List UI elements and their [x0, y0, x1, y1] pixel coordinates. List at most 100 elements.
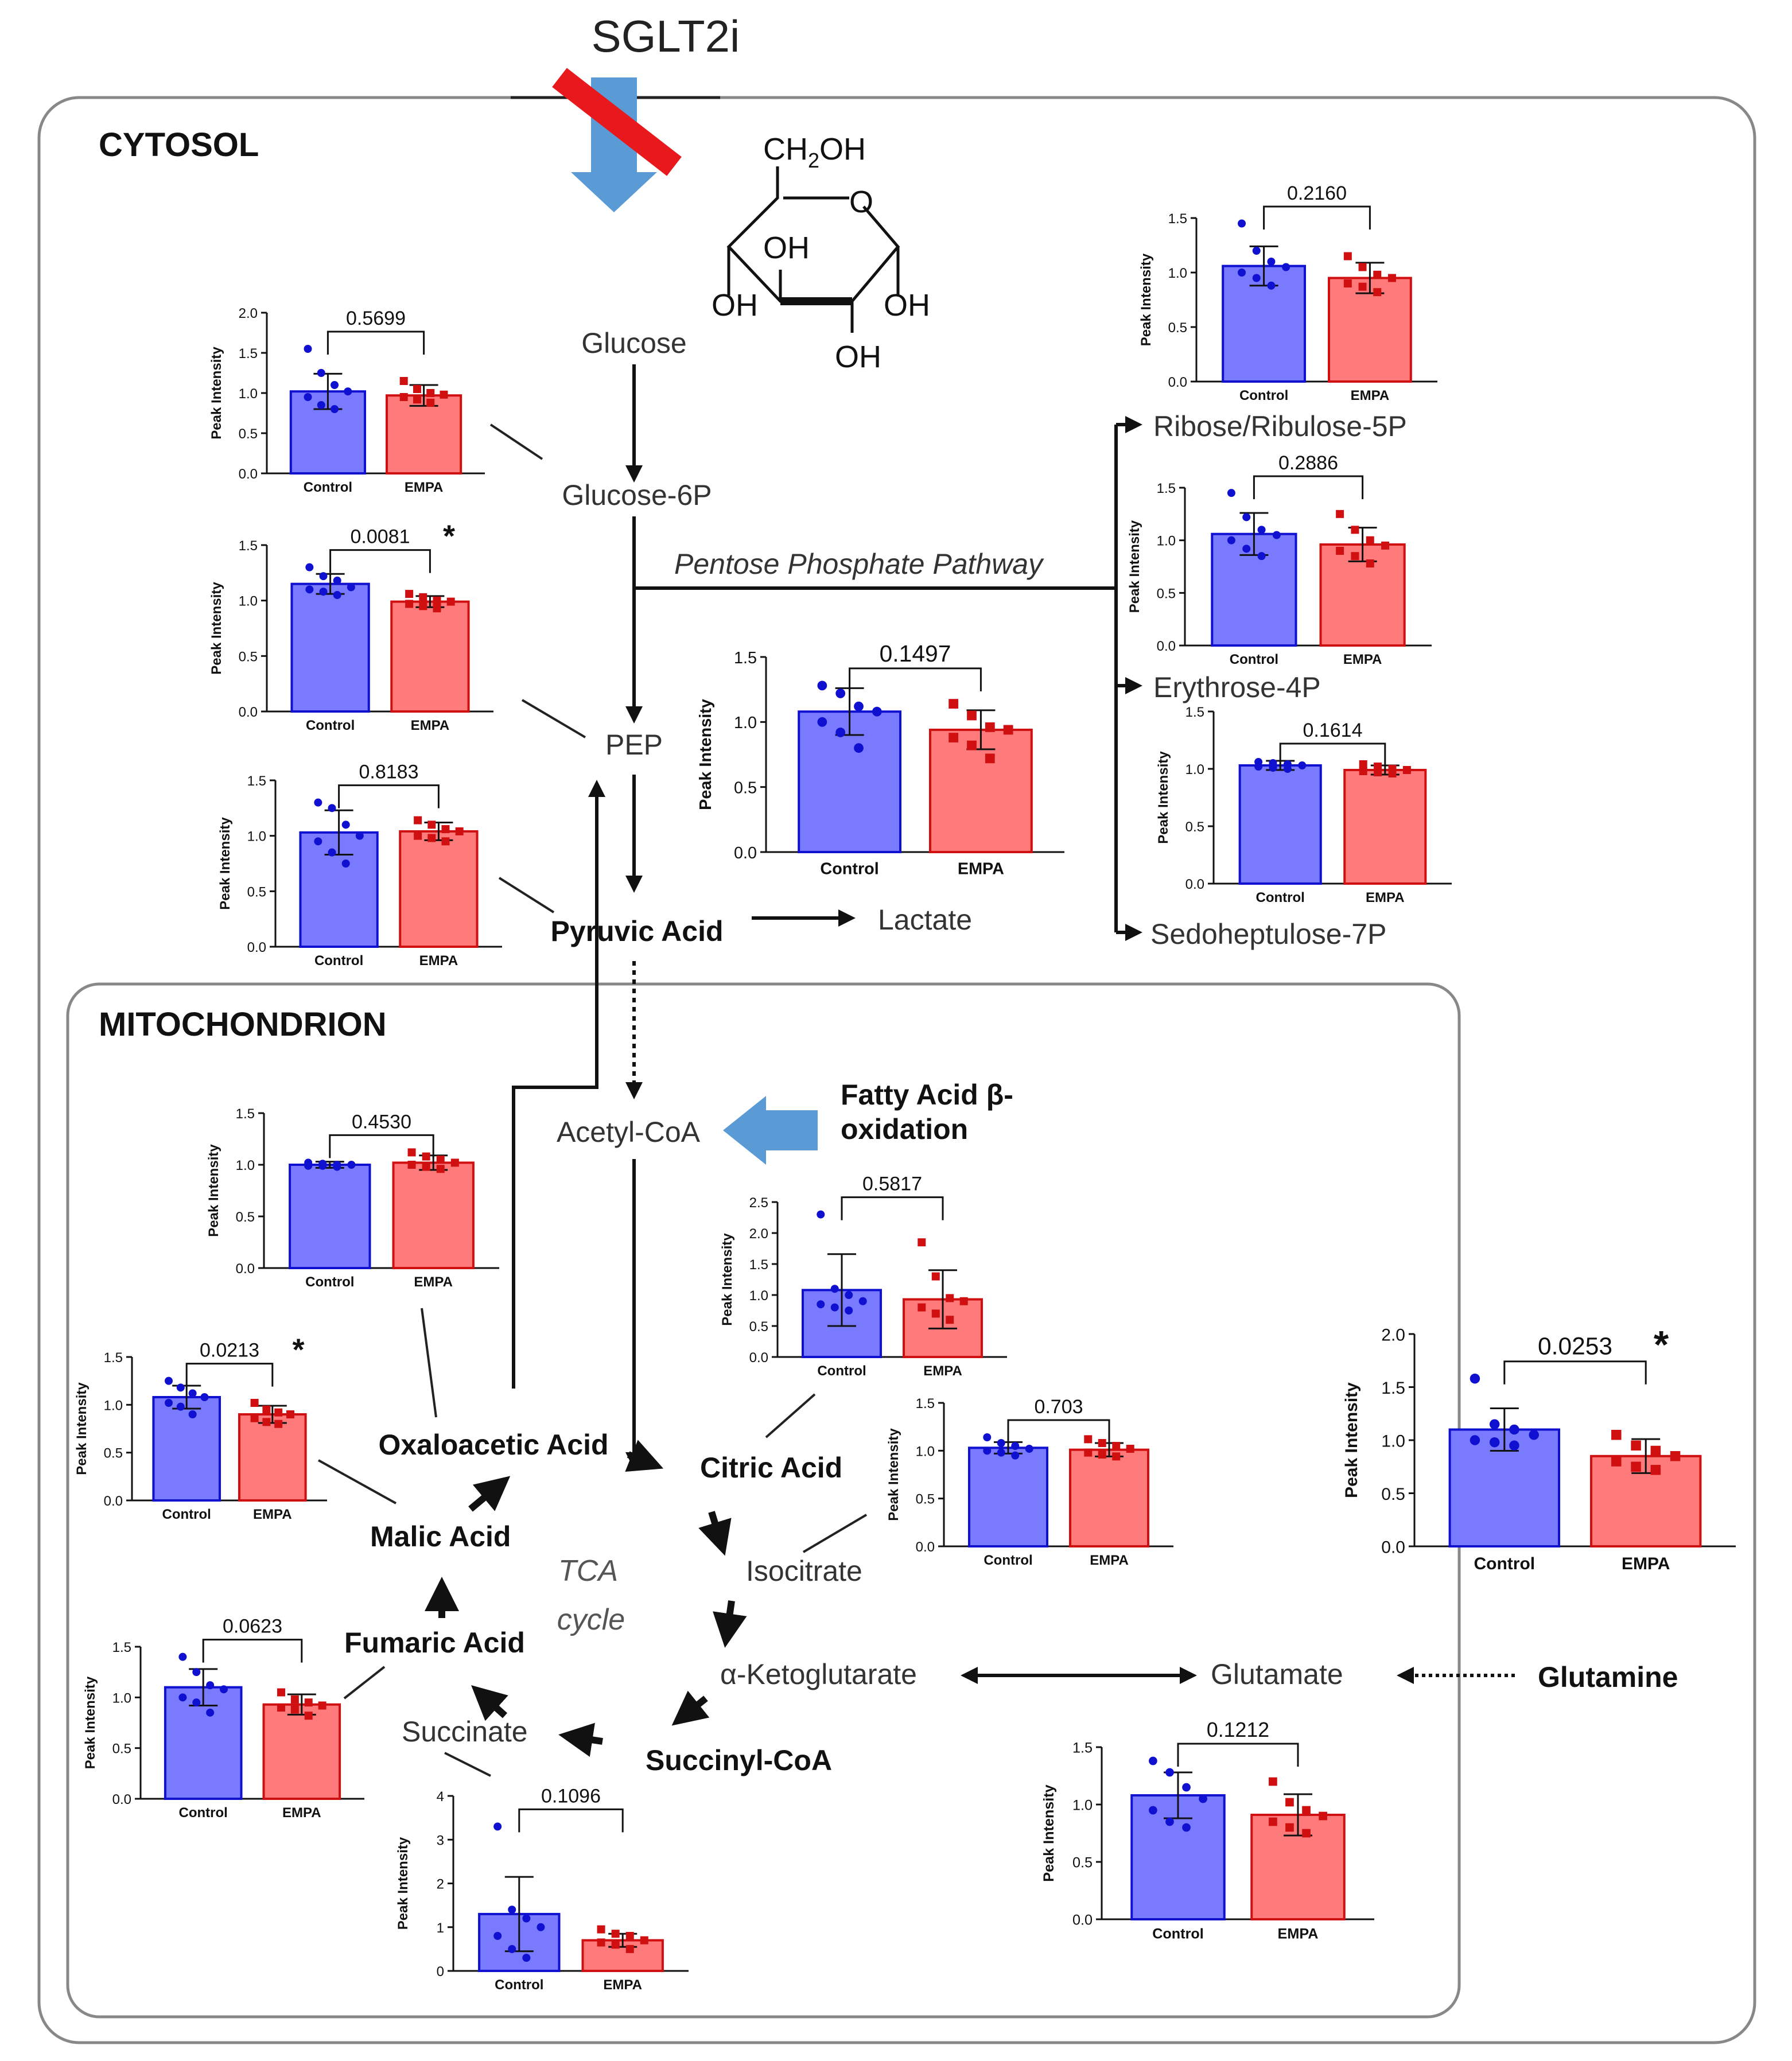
tca-label-2: cycle: [557, 1603, 625, 1636]
bar-chart-succinate: 0 1 2 3 4 Peak Intensity Control EMPA 0.1096: [395, 1785, 689, 1993]
data-point: [314, 837, 322, 846]
data-point: [206, 1708, 215, 1717]
category-label: Control: [1230, 652, 1278, 667]
p-value: 0.0623: [223, 1616, 282, 1638]
metabolite-fatty-1: Fatty Acid β-: [841, 1079, 1013, 1111]
p-value: 0.0081: [351, 526, 410, 548]
data-point: [405, 590, 414, 598]
y-tick-label: 0.5: [239, 649, 258, 664]
bar-chart-pep: 0.0 0.5 1.0 1.5 Peak Intensity Control EMPA 0.0…: [209, 519, 493, 733]
y-tick-label: 1.0: [236, 1158, 255, 1173]
y-tick-label: 1.0: [112, 1690, 131, 1706]
data-point: [178, 1652, 187, 1661]
p-bracket: [1007, 1419, 1110, 1443]
data-point: [1242, 513, 1251, 522]
data-point: [341, 860, 350, 868]
category-label: EMPA: [414, 1274, 453, 1290]
data-point: [1165, 1768, 1174, 1777]
oh-bottom: OH: [835, 340, 881, 374]
data-point: [419, 602, 427, 610]
data-point: [1470, 1373, 1480, 1384]
y-tick-label: 0.0: [916, 1539, 935, 1555]
y-tick-label: 1.0: [734, 714, 757, 732]
category-label: EMPA: [1366, 890, 1405, 905]
bar-chart-r5p: 0.0 0.5 1.0 1.5 Peak Intensity Control EMPA 0.2…: [1138, 182, 1437, 403]
p-bracket: [338, 784, 440, 808]
bar-empa: [1343, 769, 1427, 885]
metabolite-r5p: Ribose/Ribulose-5P: [1153, 410, 1407, 442]
metabolite-malic: Malic Acid: [370, 1521, 511, 1553]
data-point: [1387, 274, 1396, 282]
p-value: 0.2160: [1287, 182, 1347, 204]
data-point: [1359, 760, 1367, 768]
p-bracket: [185, 1363, 274, 1387]
data-point: [317, 401, 325, 409]
data-point: [1267, 281, 1276, 290]
metabolite-s7p: Sedoheptulose-7P: [1150, 918, 1386, 950]
data-point: [1650, 1465, 1661, 1475]
sglt2i-label: SGLT2i: [592, 11, 740, 61]
data-point: [1165, 1817, 1174, 1826]
y-tick-label: 0.5: [1157, 586, 1176, 601]
y-tick-label: 2.0: [239, 306, 258, 321]
data-point: [1470, 1435, 1480, 1445]
y-tick-label: 1.0: [1185, 762, 1204, 777]
metabolite-fatty-2: oxidation: [841, 1113, 968, 1145]
y-tick-label: 1.0: [247, 829, 266, 845]
data-point: [333, 591, 341, 599]
data-point: [317, 369, 325, 377]
data-point: [817, 680, 827, 691]
data-point: [422, 1152, 430, 1161]
y-axis-label: Peak Intensity: [395, 1837, 411, 1930]
data-point: [455, 827, 464, 835]
metabolite-pep: PEP: [605, 729, 663, 761]
data-point: [1011, 1442, 1020, 1450]
data-point: [1254, 763, 1263, 771]
data-point: [1402, 766, 1411, 774]
data-point: [1358, 282, 1367, 291]
y-tick-label: 1.5: [239, 538, 258, 554]
data-point: [331, 381, 339, 389]
data-point: [318, 1161, 327, 1170]
data-point: [192, 1668, 201, 1677]
bar-control: [289, 1164, 371, 1269]
bar-empa: [399, 830, 479, 948]
p-value: 0.5699: [346, 308, 406, 329]
data-point: [983, 1446, 992, 1455]
data-point: [277, 1688, 285, 1697]
data-point: [407, 1161, 416, 1169]
data-point: [250, 1414, 259, 1422]
data-point: [328, 848, 336, 857]
data-point: [858, 1297, 867, 1305]
bar-control: [1222, 265, 1306, 383]
y-tick-label: 1.5: [916, 1396, 935, 1411]
data-point: [1011, 1451, 1020, 1460]
bar-chart-g6p: 0.0 0.5 1.0 1.5 2.0 Peak Intensity Control EMPA…: [209, 306, 485, 495]
y-tick-label: 0: [437, 1964, 444, 1980]
category-label: EMPA: [419, 953, 458, 969]
p-bracket: [326, 330, 425, 355]
bar-chart-pyruvic: 0.0 0.5 1.0 1.5 Peak Intensity Control EMPA 0.8…: [217, 761, 502, 969]
data-point: [1112, 1442, 1121, 1450]
data-point: [1149, 1806, 1157, 1815]
y-tick-label: 0.0: [1168, 375, 1187, 390]
data-point: [290, 1695, 299, 1704]
y-axis-label: Peak Intensity: [720, 1233, 735, 1326]
bar-empa: [1069, 1448, 1149, 1548]
y-axis-label: Peak Intensity: [209, 347, 224, 440]
p-value: 0.1212: [1207, 1718, 1269, 1741]
metabolite-succoa: Succinyl-CoA: [646, 1744, 832, 1776]
tca-label-1: TCA: [558, 1554, 618, 1588]
bar-control: [290, 582, 370, 713]
y-tick-label: 1.0: [239, 594, 258, 609]
y-tick-label: 1.5: [1381, 1379, 1405, 1398]
data-point: [537, 1923, 545, 1931]
data-point: [1343, 279, 1352, 287]
y-tick-label: 0.5: [749, 1319, 768, 1335]
oh-top: OH: [763, 231, 810, 265]
data-point: [854, 743, 864, 753]
data-point: [426, 398, 435, 407]
data-point: [1252, 247, 1261, 255]
y-tick-label: 0.5: [236, 1210, 255, 1225]
